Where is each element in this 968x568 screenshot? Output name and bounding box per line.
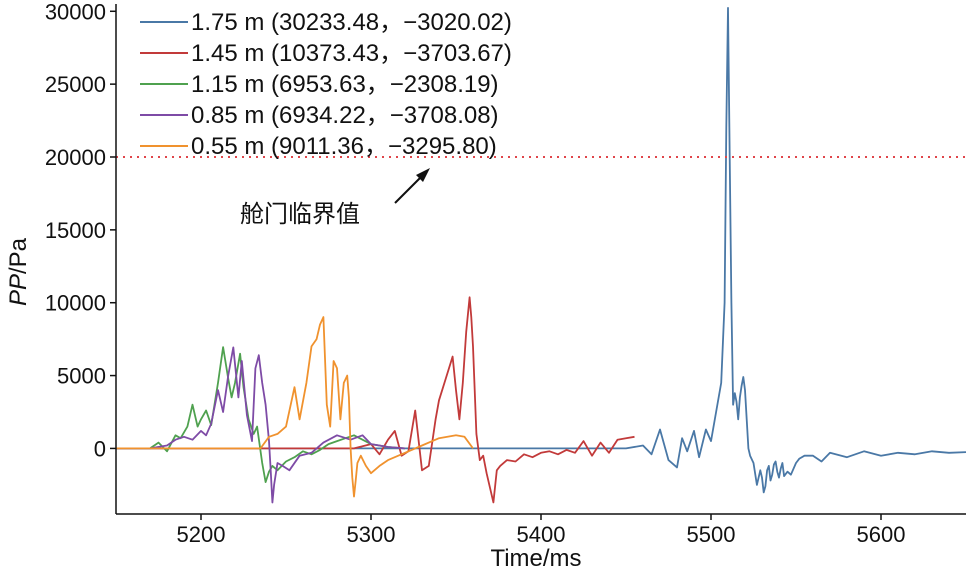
- legend-label-1: 1.45 m (10373.43，−3703.67): [191, 40, 512, 67]
- legend: 1.75 m (30233.48，−3020.02) 1.45 m (10373.…: [140, 9, 512, 160]
- y-tick-label-20000: 20000: [45, 145, 106, 170]
- y-axis-label-italic: PP: [5, 274, 32, 306]
- x-tick-label-5400: 5400: [517, 522, 566, 547]
- threshold-annotation-arrow: [394, 175, 423, 204]
- legend-label-4: 0.55 m (9011.36，−3295.80): [191, 133, 497, 160]
- threshold-annotation-label: 舱门临界值: [240, 200, 360, 228]
- y-tick-label-5000: 5000: [57, 364, 106, 389]
- x-tick-label-5600: 5600: [857, 522, 906, 547]
- x-tick-label-5200: 5200: [177, 522, 226, 547]
- y-axis-label: PP/Pa: [5, 237, 32, 306]
- x-tick-label-5500: 5500: [687, 522, 736, 547]
- plot-layer: [116, 7, 967, 504]
- x-tick-label-5300: 5300: [347, 522, 396, 547]
- legend-label-3: 0.85 m (6934.22，−3708.08): [191, 102, 499, 129]
- x-axis-label: Time/ms: [490, 545, 581, 568]
- threshold-annotation-arrowhead: [416, 168, 430, 182]
- series-line-1: [116, 296, 635, 504]
- series-line-3: [116, 346, 406, 504]
- series-line-4: [116, 316, 474, 498]
- annotation-layer: 舱门临界值: [240, 168, 430, 228]
- axes-layer: 0 5000 10000 15000 20000 25000 30000 5200 5300 54…: [45, 0, 966, 547]
- legend-label-0: 1.75 m (30233.48，−3020.02): [191, 9, 512, 36]
- y-tick-label-15000: 15000: [45, 218, 106, 243]
- y-tick-label-25000: 25000: [45, 72, 106, 97]
- series-line-2: [116, 346, 406, 483]
- legend-label-2: 1.15 m (6953.63，−2308.19): [191, 71, 499, 98]
- y-tick-label-0: 0: [94, 436, 106, 461]
- series-line-0: [116, 7, 967, 494]
- y-tick-label-10000: 10000: [45, 291, 106, 316]
- y-axis-label-unit: /Pa: [5, 237, 32, 274]
- y-tick-label-30000: 30000: [45, 0, 106, 24]
